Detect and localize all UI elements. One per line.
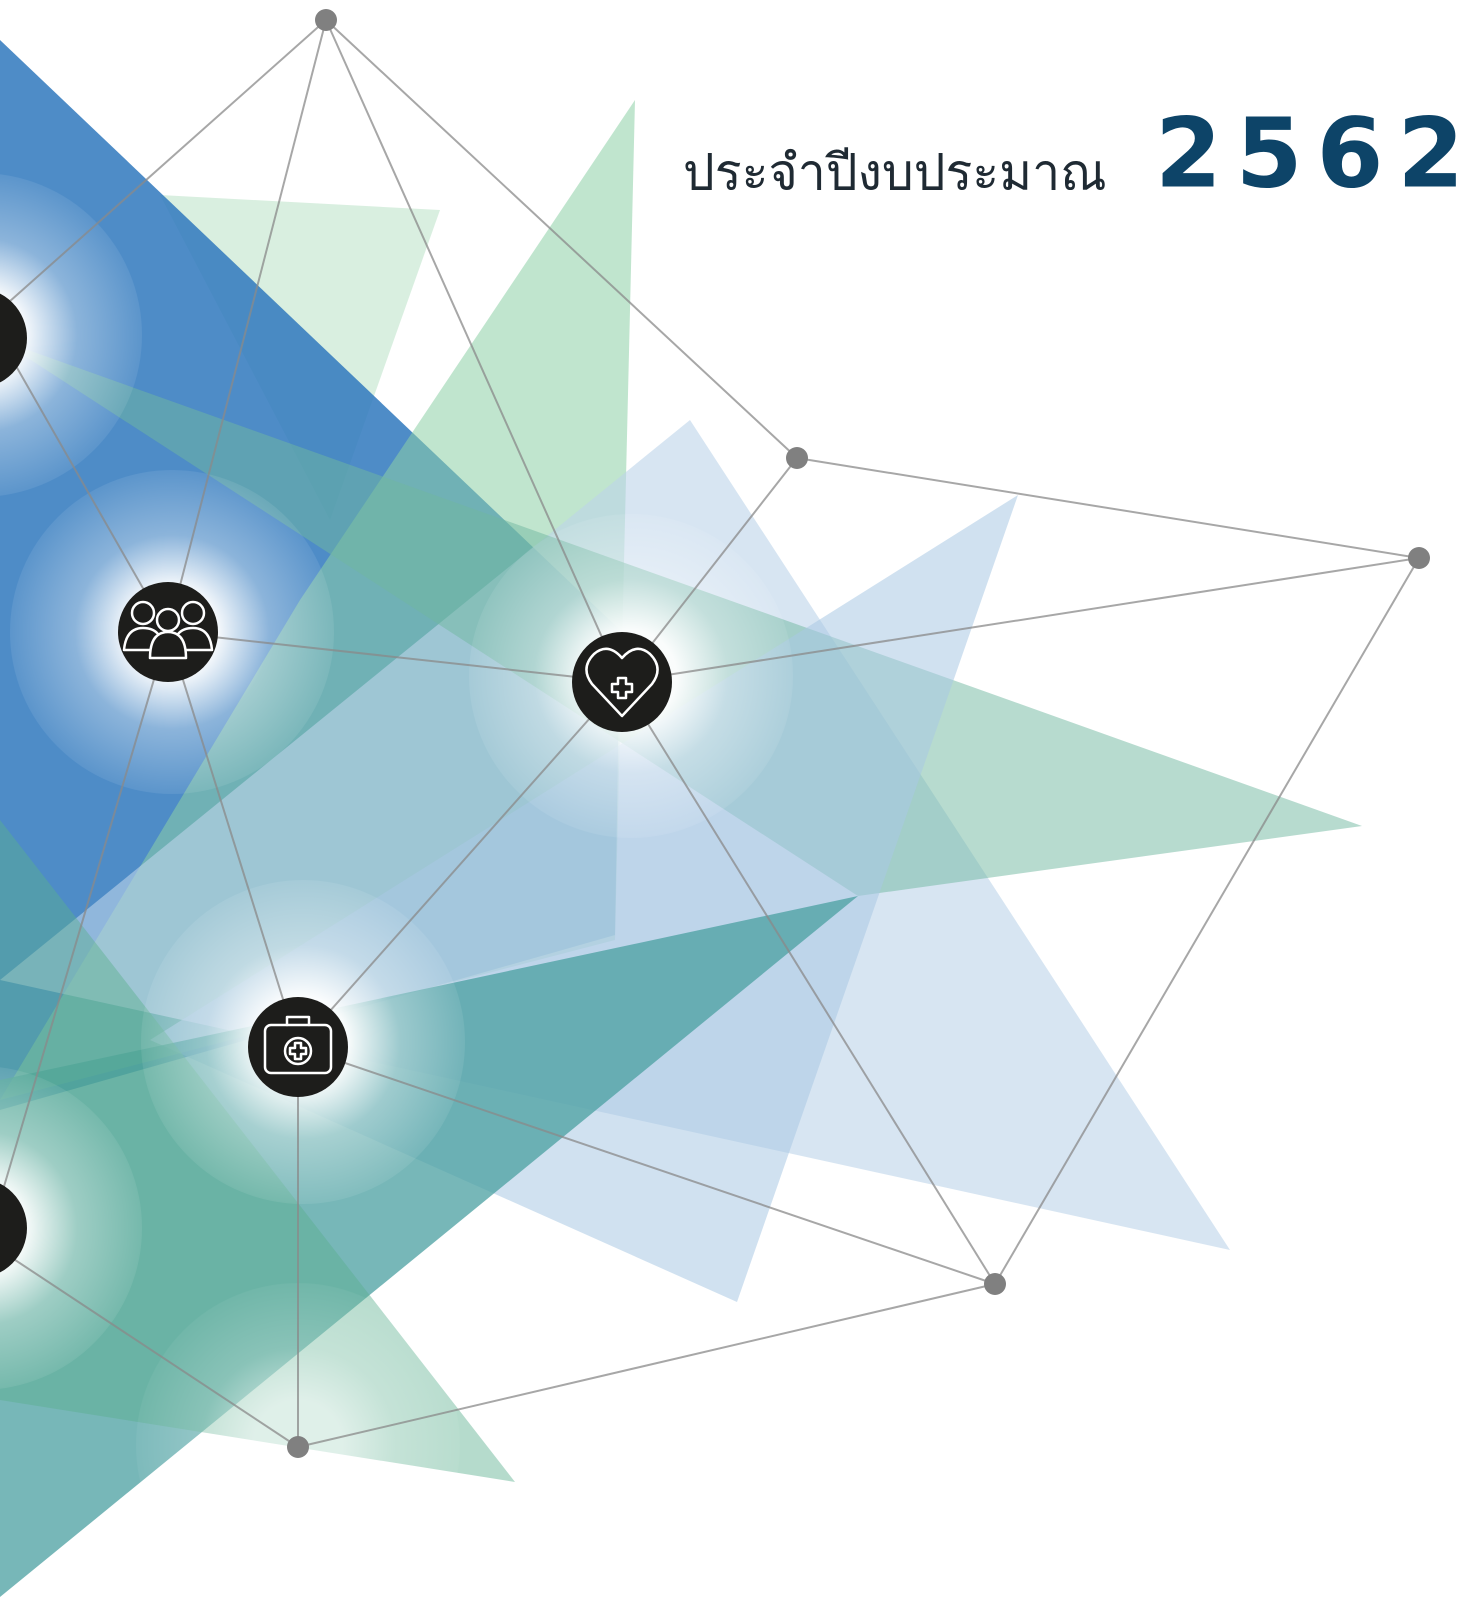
title-label: ประจำปีงบประมาณ	[683, 144, 1107, 202]
heart-icon	[572, 632, 672, 732]
cover-graphic: ประจำปีงบประมาณ 2562	[0, 0, 1461, 1597]
node	[287, 1436, 309, 1458]
title-year: 2562	[1155, 97, 1461, 209]
medkit-icon	[248, 997, 348, 1097]
node	[315, 9, 337, 31]
node	[786, 447, 808, 469]
node	[984, 1273, 1006, 1295]
people-icon	[118, 582, 218, 682]
page: ประจำปีงบประมาณ 2562 (() => { const data…	[0, 0, 1461, 1597]
node	[1408, 547, 1430, 569]
